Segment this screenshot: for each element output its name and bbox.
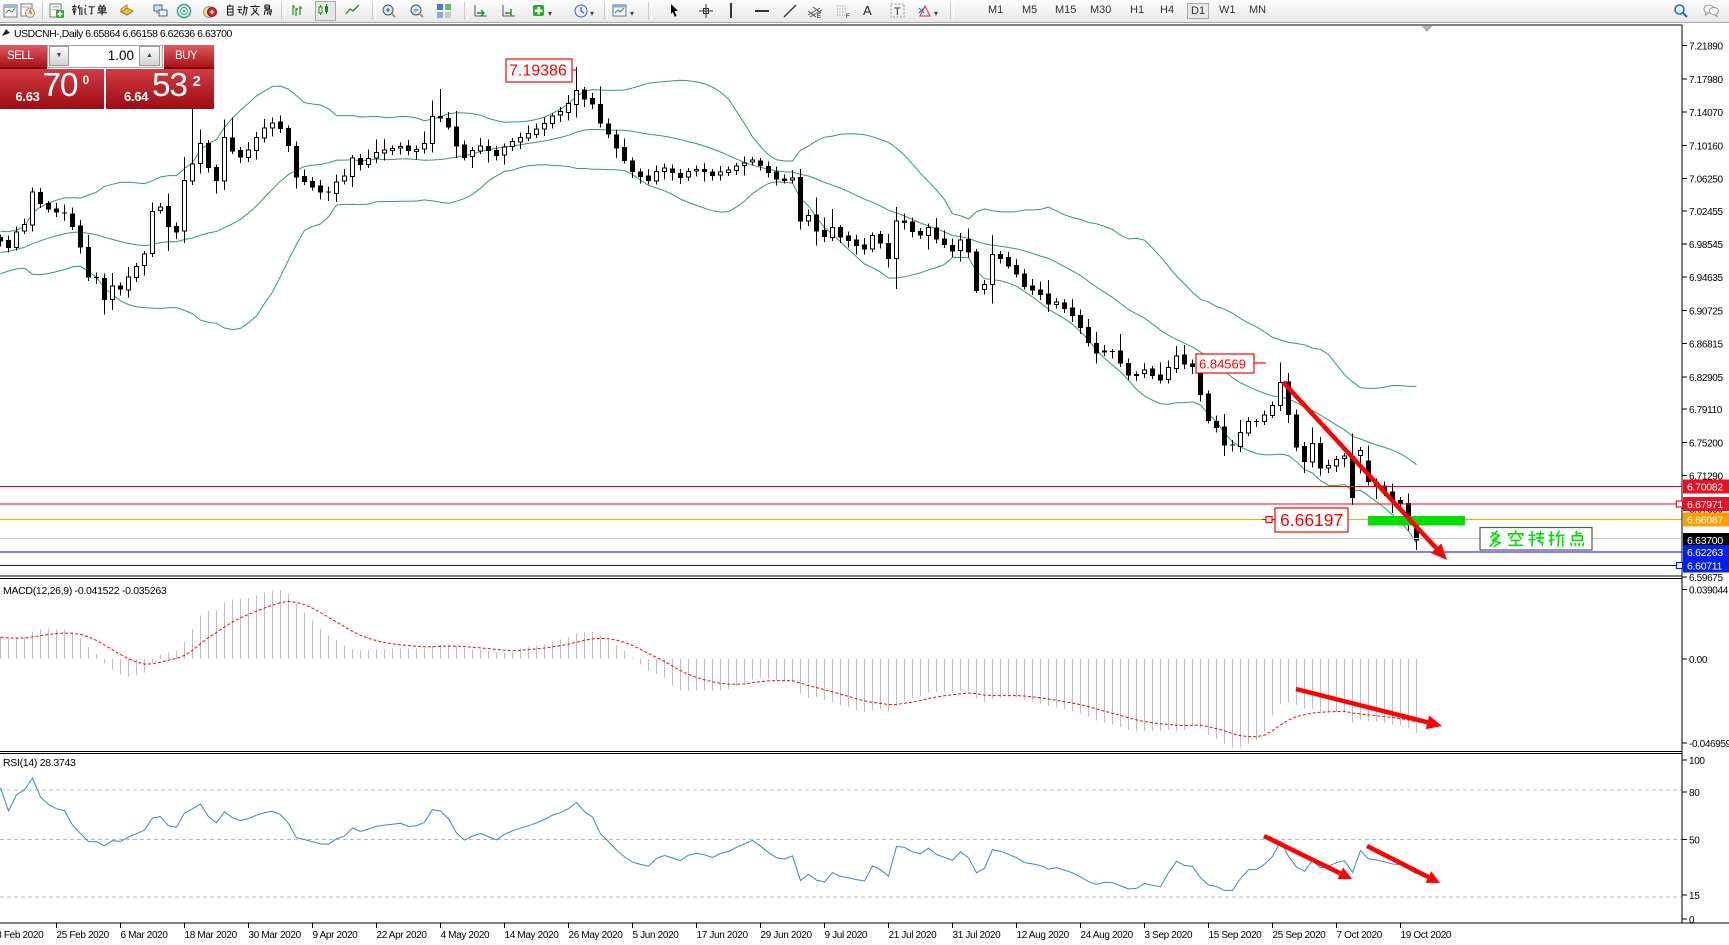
svg-text:6 Mar 2020: 6 Mar 2020 <box>121 930 169 941</box>
svg-text:0.00: 0.00 <box>1689 655 1708 666</box>
svg-text:0.039044: 0.039044 <box>1689 585 1729 596</box>
svg-text:7.19386: 7.19386 <box>509 63 567 80</box>
svg-text:18 Mar 2020: 18 Mar 2020 <box>185 930 238 941</box>
svg-text:6.84569: 6.84569 <box>1199 357 1246 372</box>
svg-text:6.59675: 6.59675 <box>1689 573 1723 584</box>
svg-text:MACD(12,26,9) -0.041522 -0.035: MACD(12,26,9) -0.041522 -0.035263 <box>3 585 167 597</box>
svg-text:24 Aug 2020: 24 Aug 2020 <box>1081 930 1134 941</box>
svg-text:50: 50 <box>1689 836 1700 847</box>
svg-text:0: 0 <box>1689 915 1695 926</box>
svg-text:6.82905: 6.82905 <box>1689 373 1723 384</box>
svg-text:6.60711: 6.60711 <box>1687 561 1723 573</box>
svg-text:25 Feb 2020: 25 Feb 2020 <box>57 930 110 941</box>
svg-text:6.75200: 6.75200 <box>1689 438 1723 449</box>
svg-text:6.66087: 6.66087 <box>1687 515 1723 527</box>
svg-text:6.94635: 6.94635 <box>1689 273 1723 284</box>
svg-text:26 May 2020: 26 May 2020 <box>569 930 624 941</box>
svg-text:F: F <box>846 14 850 19</box>
svg-text:6.67971: 6.67971 <box>1687 499 1723 511</box>
svg-text:13 Feb 2020: 13 Feb 2020 <box>0 930 44 941</box>
svg-text:25 Sep 2020: 25 Sep 2020 <box>1273 930 1327 941</box>
svg-text:RSI(14) 28.3743: RSI(14) 28.3743 <box>3 757 76 769</box>
svg-text:6.71290: 6.71290 <box>1689 472 1723 483</box>
svg-text:6.79110: 6.79110 <box>1689 405 1723 416</box>
svg-text:29 Jun 2020: 29 Jun 2020 <box>761 930 813 941</box>
svg-text:3 Sep 2020: 3 Sep 2020 <box>1145 930 1193 941</box>
svg-text:6.98545: 6.98545 <box>1689 240 1723 251</box>
svg-text:12 Aug 2020: 12 Aug 2020 <box>1017 930 1070 941</box>
svg-text:21 Jul 2020: 21 Jul 2020 <box>889 930 938 941</box>
svg-text:22 Apr 2020: 22 Apr 2020 <box>377 930 428 941</box>
svg-text:19 Oct 2020: 19 Oct 2020 <box>1401 930 1452 941</box>
svg-text:6.86815: 6.86815 <box>1689 340 1723 351</box>
svg-text:7.21890: 7.21890 <box>1689 42 1723 53</box>
svg-text:7.06250: 7.06250 <box>1689 175 1723 186</box>
svg-text:80: 80 <box>1689 788 1700 799</box>
svg-text:9 Jul 2020: 9 Jul 2020 <box>825 930 868 941</box>
svg-text:5 Jun 2020: 5 Jun 2020 <box>633 930 680 941</box>
svg-text:E: E <box>817 14 821 19</box>
svg-text:17 Jun 2020: 17 Jun 2020 <box>697 930 749 941</box>
svg-text:7 Oct 2020: 7 Oct 2020 <box>1337 930 1383 941</box>
svg-text:14 May 2020: 14 May 2020 <box>505 930 560 941</box>
svg-text:6.62263: 6.62263 <box>1687 547 1723 559</box>
svg-text:9 Apr 2020: 9 Apr 2020 <box>313 930 359 941</box>
svg-text:4 May 2020: 4 May 2020 <box>441 930 491 941</box>
svg-text:15: 15 <box>1689 891 1700 902</box>
svg-text:USDCNH-,Daily 6.65864 6.66158: USDCNH-,Daily 6.65864 6.66158 6.62636 6.… <box>14 28 233 40</box>
svg-text:7.17980: 7.17980 <box>1689 75 1723 86</box>
svg-text:6.66197: 6.66197 <box>1280 510 1343 530</box>
svg-text:7.02455: 7.02455 <box>1689 207 1723 218</box>
svg-text:31 Jul 2020: 31 Jul 2020 <box>953 930 1002 941</box>
svg-text:6.70082: 6.70082 <box>1687 482 1723 494</box>
svg-text:100: 100 <box>1689 756 1705 767</box>
svg-text:6.63700: 6.63700 <box>1687 535 1723 547</box>
svg-text:15 Sep 2020: 15 Sep 2020 <box>1209 930 1263 941</box>
svg-text:7.14070: 7.14070 <box>1689 108 1723 119</box>
svg-text:30 Mar 2020: 30 Mar 2020 <box>249 930 302 941</box>
svg-text:6.90725: 6.90725 <box>1689 306 1723 317</box>
svg-text:-0.046959: -0.046959 <box>1689 739 1729 750</box>
svg-text:T: T <box>894 6 901 18</box>
svg-text:7.10160: 7.10160 <box>1689 141 1723 152</box>
